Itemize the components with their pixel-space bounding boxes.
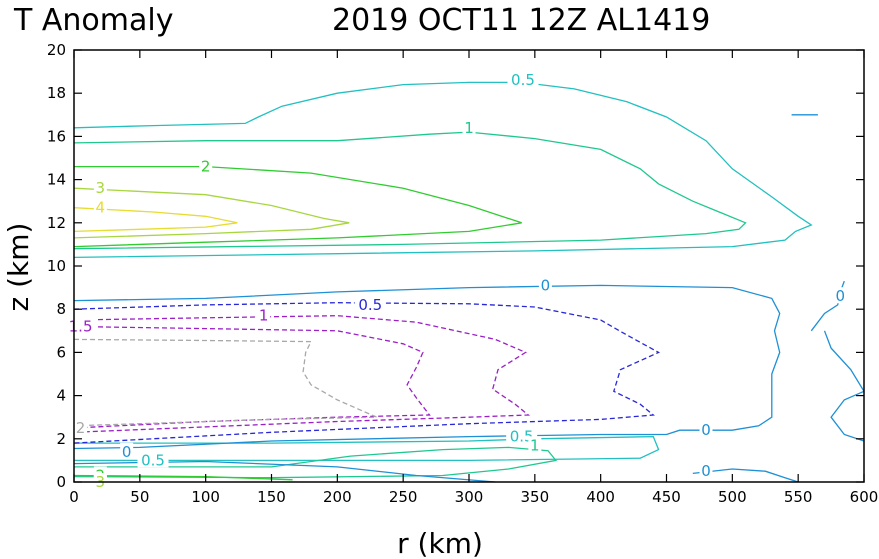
y-tick-label: 6 bbox=[56, 343, 66, 361]
x-tick-label: 150 bbox=[257, 488, 286, 506]
contour-label: 0.5 bbox=[511, 71, 535, 89]
contour-label-bg bbox=[699, 462, 713, 479]
contour-label: 0 bbox=[122, 443, 132, 461]
y-tick-label: 12 bbox=[47, 214, 66, 232]
contour-label-bg bbox=[528, 436, 542, 453]
x-axis-label: r (km) bbox=[397, 527, 483, 559]
contour-label: 0 bbox=[701, 462, 711, 480]
x-tick-label: 400 bbox=[586, 488, 615, 506]
x-tick-label: 500 bbox=[718, 488, 747, 506]
x-tick-label: 100 bbox=[191, 488, 220, 506]
x-tick-label: 600 bbox=[850, 488, 879, 506]
contour-label: 1.5 bbox=[69, 317, 93, 335]
contour-label-bg bbox=[257, 306, 271, 323]
y-tick-label: 2 bbox=[56, 430, 66, 448]
contour-label: 0 bbox=[836, 287, 846, 305]
y-tick-label: 20 bbox=[47, 41, 66, 59]
contour-line-7-0 bbox=[73, 315, 531, 433]
contour-line-0-0 bbox=[73, 81, 813, 259]
contour-label: 1 bbox=[464, 119, 474, 137]
contour-label-bg bbox=[65, 317, 97, 334]
contour-label-bg bbox=[137, 451, 169, 468]
chart-title-right: 2019 OCT11 12Z AL1419 bbox=[332, 3, 710, 38]
contour-label: 0.5 bbox=[510, 428, 534, 446]
contour-label: 4 bbox=[96, 199, 106, 217]
contour-line-4-0 bbox=[73, 207, 238, 233]
contour-line-0-1 bbox=[74, 435, 660, 462]
contour-line-5-5 bbox=[830, 390, 865, 442]
x-tick-label: 300 bbox=[455, 488, 484, 506]
y-tick-label: 4 bbox=[56, 387, 66, 405]
y-tick-label: 0 bbox=[56, 473, 66, 491]
contour-label: 0 bbox=[541, 276, 551, 294]
y-tick-label: 8 bbox=[56, 300, 66, 318]
contour-layer bbox=[73, 81, 865, 483]
contour-label-bg bbox=[699, 421, 713, 438]
x-axis-ticks: 0 50 100 150 200 250 300 350 400 450 500 550 600 bbox=[69, 50, 878, 506]
contour-label-bg bbox=[93, 179, 107, 196]
x-tick-label: 0 bbox=[69, 488, 79, 506]
chart-title-left: T Anomaly bbox=[13, 3, 173, 38]
contour-label-bg bbox=[93, 198, 107, 215]
contour-line-7-1 bbox=[73, 325, 431, 429]
x-tick-label: 550 bbox=[784, 488, 813, 506]
contour-line-5-4 bbox=[823, 330, 865, 392]
contour-line-5-2 bbox=[692, 468, 799, 483]
y-axis-label: z (km) bbox=[2, 223, 35, 312]
contour-label-bg bbox=[354, 295, 386, 312]
contour-label-bg bbox=[507, 71, 539, 88]
x-tick-label: 200 bbox=[323, 488, 352, 506]
contour-label: 1 bbox=[530, 436, 540, 454]
contour-label: 0.5 bbox=[141, 451, 165, 469]
contour-label-layer: 0.50.50.51122334000000.511.52 bbox=[65, 71, 847, 491]
contour-label-bg bbox=[74, 419, 88, 435]
contour-line-8-0 bbox=[73, 338, 378, 427]
x-tick-label: 450 bbox=[652, 488, 681, 506]
contour-label-bg bbox=[120, 442, 134, 459]
contour-label: 2 bbox=[201, 158, 211, 176]
x-tick-label: 350 bbox=[521, 488, 550, 506]
x-tick-label: 50 bbox=[130, 488, 149, 506]
contour-label-bg bbox=[833, 287, 847, 304]
contour-label: 2 bbox=[76, 419, 86, 437]
contour-label-bg bbox=[93, 473, 107, 489]
contour-line-3-0 bbox=[73, 187, 350, 239]
y-tick-label: 10 bbox=[47, 257, 66, 275]
contour-line-1-1 bbox=[73, 446, 558, 479]
y-tick-label: 18 bbox=[47, 84, 66, 102]
y-tick-label: 14 bbox=[47, 171, 66, 189]
contour-label-bg bbox=[199, 157, 213, 174]
contour-line-1-0 bbox=[73, 131, 747, 250]
x-tick-label: 250 bbox=[389, 488, 418, 506]
contour-line-6-0 bbox=[73, 302, 661, 444]
contour-label-bg bbox=[538, 276, 552, 293]
contour-label: 3 bbox=[96, 179, 106, 197]
contour-label: 1 bbox=[259, 307, 269, 325]
contour-line-2-0 bbox=[73, 165, 522, 248]
y-tick-label: 16 bbox=[47, 127, 66, 145]
contour-label: 0 bbox=[701, 421, 711, 439]
contour-label-bg bbox=[462, 118, 476, 135]
contour-line-5-0 bbox=[73, 284, 781, 450]
contour-label: 0.5 bbox=[358, 296, 382, 314]
